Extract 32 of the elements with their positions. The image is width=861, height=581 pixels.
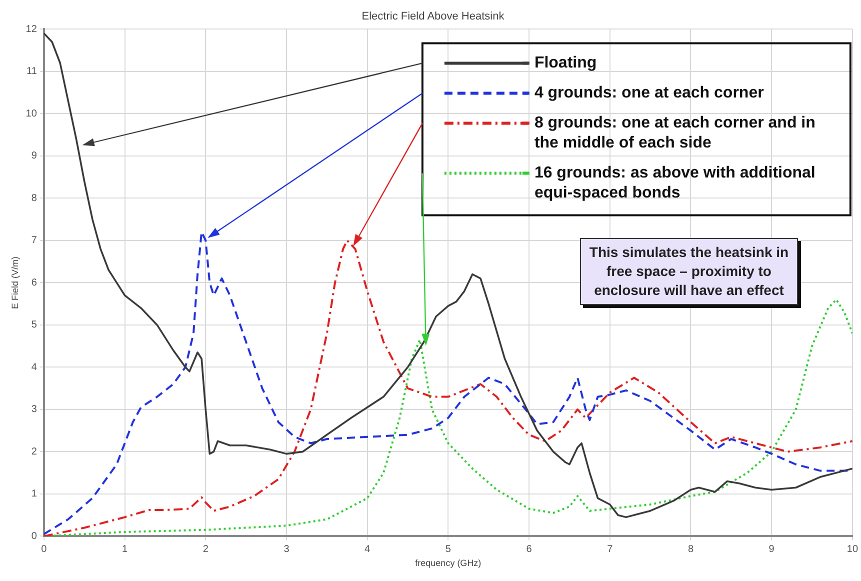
y-tick-label: 6 bbox=[31, 277, 38, 288]
x-tick-label: 7 bbox=[607, 544, 614, 555]
y-tick-label: 3 bbox=[31, 404, 38, 416]
y-tick-label: 12 bbox=[26, 24, 38, 35]
y-tick-label: 8 bbox=[31, 192, 38, 204]
x-tick-label: 4 bbox=[364, 544, 371, 555]
y-tick-label: 4 bbox=[31, 362, 38, 373]
y-tick-label: 7 bbox=[31, 235, 38, 246]
x-tick-label: 8 bbox=[688, 544, 694, 555]
y-tick-label: 1 bbox=[31, 488, 38, 500]
y-tick-label: 2 bbox=[31, 446, 38, 458]
y-tick-label: 5 bbox=[31, 320, 38, 331]
y-tick-label: 9 bbox=[31, 150, 38, 162]
x-tick-label: 6 bbox=[526, 544, 532, 555]
x-tick-label: 9 bbox=[768, 544, 775, 555]
x-axis-title: frequency (GHz) bbox=[415, 558, 482, 568]
x-tick-label: 3 bbox=[284, 544, 290, 555]
x-tick-label: 2 bbox=[202, 544, 209, 555]
x-tick-label: 1 bbox=[122, 544, 128, 555]
x-tick-label: 10 bbox=[846, 544, 858, 555]
legend-label: 4 grounds: one at each corner bbox=[534, 84, 764, 102]
y-tick-label: 10 bbox=[26, 108, 38, 120]
x-tick-label: 0 bbox=[41, 544, 48, 555]
legend-label: Floating bbox=[534, 54, 597, 72]
legend-label: 16 grounds: as above with additional equi-spaced bonds bbox=[534, 164, 816, 202]
y-axis-title: E Field (V/m) bbox=[10, 256, 20, 309]
y-tick-label: 11 bbox=[26, 66, 38, 78]
y-tick-label: 0 bbox=[31, 530, 38, 542]
legend-label: 8 grounds: one at each corner and in the middle of each side bbox=[534, 114, 816, 152]
annotation: This simulates the heatsink in free space – proximity to enclosure will have an effect bbox=[580, 238, 798, 305]
x-tick-label: 5 bbox=[445, 544, 452, 555]
chart-title: Electric Field Above Heatsink bbox=[362, 10, 505, 23]
